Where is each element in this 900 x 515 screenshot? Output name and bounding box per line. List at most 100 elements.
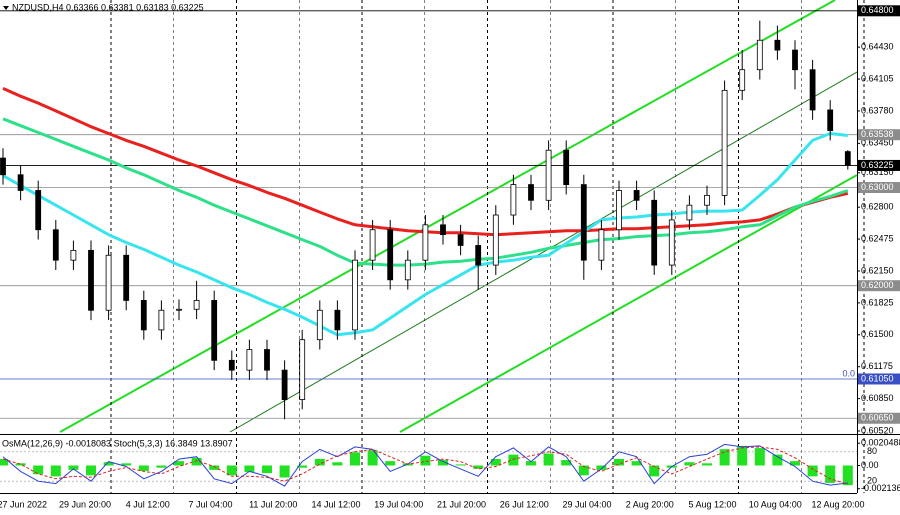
indicator-title: OsMA(12,26,9) -0.0018083 Stoch(5,3,3) 16… bbox=[2, 438, 233, 448]
osma-bar bbox=[508, 454, 519, 466]
candle-body bbox=[369, 229, 376, 261]
candle-body bbox=[387, 229, 394, 281]
candle-body bbox=[246, 349, 253, 371]
osma-bar bbox=[754, 448, 765, 466]
osma-bar bbox=[314, 458, 325, 466]
osma-bar bbox=[297, 465, 308, 468]
level-label: 0.63000 bbox=[861, 182, 894, 192]
candle-body bbox=[545, 149, 552, 201]
level-label: 0.61050 bbox=[861, 373, 894, 383]
candle-body bbox=[475, 245, 482, 266]
x-tick-label: 26 Jul 12:00 bbox=[500, 499, 549, 509]
candle-body bbox=[281, 369, 288, 400]
y-tick-label: 0.60850 bbox=[861, 393, 894, 403]
candle-body bbox=[140, 300, 147, 331]
osma-bar bbox=[596, 465, 607, 470]
osma-bar bbox=[15, 463, 26, 466]
level-label: 0.60650 bbox=[861, 413, 894, 423]
candle-body bbox=[721, 89, 728, 196]
osma-bar bbox=[438, 460, 448, 466]
osma-bar bbox=[33, 465, 44, 475]
channel bbox=[59, 0, 857, 433]
level-label: 0.63538 bbox=[861, 129, 894, 139]
osma-bar bbox=[790, 461, 800, 466]
candle-body bbox=[0, 157, 6, 176]
annotation: 0.0 bbox=[842, 368, 855, 378]
candle-body bbox=[176, 308, 182, 311]
level-label-box bbox=[858, 129, 900, 141]
candle-body bbox=[809, 69, 816, 111]
candle-body bbox=[756, 39, 763, 71]
osma-bar bbox=[490, 458, 501, 466]
x-tick-label: 11 Jul 20:00 bbox=[249, 499, 297, 509]
osma-bar bbox=[367, 450, 378, 466]
y-tick-label: 0.62800 bbox=[861, 202, 894, 212]
oscillator-plot bbox=[0, 443, 857, 487]
osma-bar bbox=[737, 445, 748, 466]
osma-bar bbox=[138, 465, 149, 471]
osma-bar bbox=[473, 465, 484, 469]
osma-bar bbox=[807, 465, 818, 477]
candle-body bbox=[633, 190, 640, 201]
level-label-box bbox=[858, 182, 900, 194]
level-label-box bbox=[858, 159, 900, 171]
osma-bar bbox=[209, 465, 220, 470]
candle-body bbox=[228, 359, 235, 371]
x-tick-label: 19 Jul 04:00 bbox=[374, 499, 423, 509]
osma-bar bbox=[121, 463, 132, 466]
y-tick-label: 0.61825 bbox=[861, 297, 894, 307]
osma-bar bbox=[50, 465, 61, 477]
candle-body bbox=[563, 149, 570, 185]
candle-body bbox=[105, 254, 112, 311]
x-tick-label: 10 Aug 04:00 bbox=[749, 499, 802, 509]
candle-body bbox=[651, 199, 658, 266]
level-label-box bbox=[858, 373, 900, 385]
x-tick-label: 14 Jul 12:00 bbox=[311, 499, 360, 509]
y-tick-label: 0.0020488 bbox=[861, 438, 900, 448]
osma-bar bbox=[103, 462, 114, 466]
x-tick-label: 29 Jul 04:00 bbox=[562, 499, 611, 509]
y-tick-label: 20 bbox=[867, 476, 877, 486]
symbol-menu-icon[interactable] bbox=[3, 6, 9, 10]
candle-body bbox=[827, 109, 834, 131]
candle-body bbox=[704, 194, 710, 206]
candle-body bbox=[792, 49, 798, 71]
osma-bar bbox=[226, 465, 237, 476]
osma-bar bbox=[279, 465, 290, 478]
y-tick-label: 0.62475 bbox=[861, 233, 894, 243]
candle-body bbox=[492, 214, 499, 266]
osma-bar bbox=[772, 454, 783, 466]
level-label: 0.63225 bbox=[861, 160, 894, 170]
candle-body bbox=[35, 190, 42, 231]
osma-bar bbox=[614, 458, 624, 466]
y-tick-label: 0.62150 bbox=[861, 265, 894, 275]
osma-bar bbox=[842, 465, 853, 486]
y-tick-label: 0.61500 bbox=[861, 329, 894, 339]
candle-body bbox=[264, 349, 270, 371]
stoch-main bbox=[2, 443, 848, 487]
y-tick-label: 0.64105 bbox=[861, 73, 894, 83]
x-tick-label: 12 Aug 20:00 bbox=[811, 499, 864, 509]
osma-bar bbox=[68, 465, 79, 470]
osma-bar bbox=[825, 465, 836, 483]
level-label: 0.64800 bbox=[861, 5, 894, 15]
osma-bar bbox=[702, 463, 712, 466]
level-label-box bbox=[858, 412, 900, 424]
y-tick-label: 80 bbox=[867, 446, 877, 456]
osma-bar bbox=[86, 465, 96, 476]
y-tick-label: -0.002136 bbox=[861, 483, 900, 493]
osma-bar bbox=[420, 455, 431, 466]
level-label: 0.62000 bbox=[861, 280, 894, 290]
y-tick-label: 0.61175 bbox=[861, 361, 893, 371]
osma-bar bbox=[332, 462, 343, 466]
osma-bar bbox=[244, 465, 255, 473]
y-tick-label: 0.63150 bbox=[861, 167, 894, 177]
candle-body bbox=[17, 174, 24, 191]
y-tick-label: 0.63450 bbox=[861, 138, 894, 148]
osma-bar bbox=[262, 465, 272, 474]
candle-body bbox=[844, 151, 851, 166]
candle-body bbox=[668, 219, 675, 266]
candle-body bbox=[316, 309, 323, 341]
